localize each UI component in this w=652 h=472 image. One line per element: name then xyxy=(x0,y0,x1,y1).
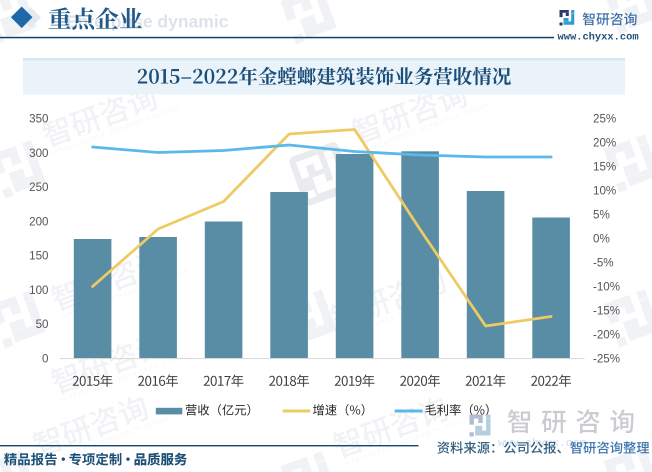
svg-text:25%: 25% xyxy=(593,113,616,126)
svg-text:-15%: -15% xyxy=(593,305,620,318)
svg-text:0: 0 xyxy=(42,353,48,366)
svg-text:10%: 10% xyxy=(593,185,616,198)
svg-text:5%: 5% xyxy=(593,209,610,222)
svg-text:200: 200 xyxy=(29,215,48,228)
svg-text:www.chyxx.com: www.chyxx.com xyxy=(558,31,639,43)
svg-text:-10%: -10% xyxy=(593,281,620,294)
svg-text:15%: 15% xyxy=(593,161,616,174)
svg-text:20%: 20% xyxy=(593,137,616,150)
svg-text:-5%: -5% xyxy=(593,257,614,270)
svg-text:-25%: -25% xyxy=(593,353,620,366)
svg-text:50: 50 xyxy=(36,318,49,331)
svg-text:0%: 0% xyxy=(593,233,610,246)
svg-text:300: 300 xyxy=(29,147,48,160)
svg-text:350: 350 xyxy=(29,113,48,126)
svg-text:250: 250 xyxy=(29,181,48,194)
svg-text:100: 100 xyxy=(29,284,48,297)
svg-text:150: 150 xyxy=(29,250,48,263)
svg-text:-20%: -20% xyxy=(593,329,620,342)
